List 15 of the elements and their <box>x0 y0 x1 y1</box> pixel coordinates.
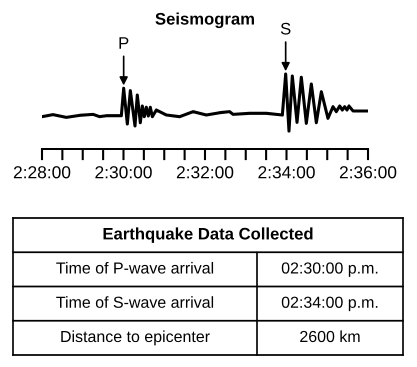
x-tick-label: 2:36:00 <box>340 166 396 178</box>
x-tick-label: 2:32:00 <box>176 166 234 178</box>
chart-title: Seismogram <box>155 12 254 28</box>
text: Time of S-wave arrival <box>56 296 214 308</box>
x-tick-label: 2:34:00 <box>258 166 315 178</box>
text: 02:34:00 p.m. <box>282 296 378 312</box>
x-tick-label: 2:28:00 <box>14 166 70 178</box>
annotation: P <box>119 37 128 49</box>
x-tick-label: 2:30:00 <box>95 166 152 178</box>
text: Time of P-wave arrival <box>56 262 214 274</box>
annotation: S <box>280 22 290 35</box>
text: 02:30:00 p.m. <box>282 262 378 277</box>
text: Distance to epicenter <box>61 330 210 346</box>
text: Earthquake Data Collected <box>104 227 312 243</box>
text: 2600 km <box>300 330 360 342</box>
